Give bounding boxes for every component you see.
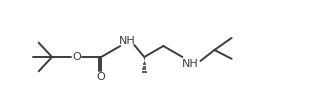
Text: O: O (97, 72, 106, 82)
Text: NH: NH (182, 59, 199, 69)
Text: O: O (73, 52, 81, 62)
Text: NH: NH (119, 36, 136, 46)
